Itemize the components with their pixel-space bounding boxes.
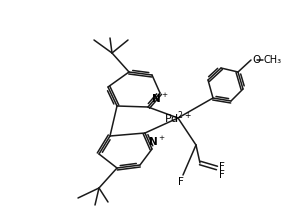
Text: F: F <box>178 177 184 187</box>
Text: CH₃: CH₃ <box>264 55 282 65</box>
Text: O: O <box>252 55 260 65</box>
Text: N$^+$: N$^+$ <box>148 135 166 148</box>
Text: F: F <box>219 170 225 180</box>
Text: Pd$^{2+}$: Pd$^{2+}$ <box>164 110 192 126</box>
Text: N$^+$: N$^+$ <box>151 92 168 105</box>
Text: F: F <box>219 162 225 172</box>
